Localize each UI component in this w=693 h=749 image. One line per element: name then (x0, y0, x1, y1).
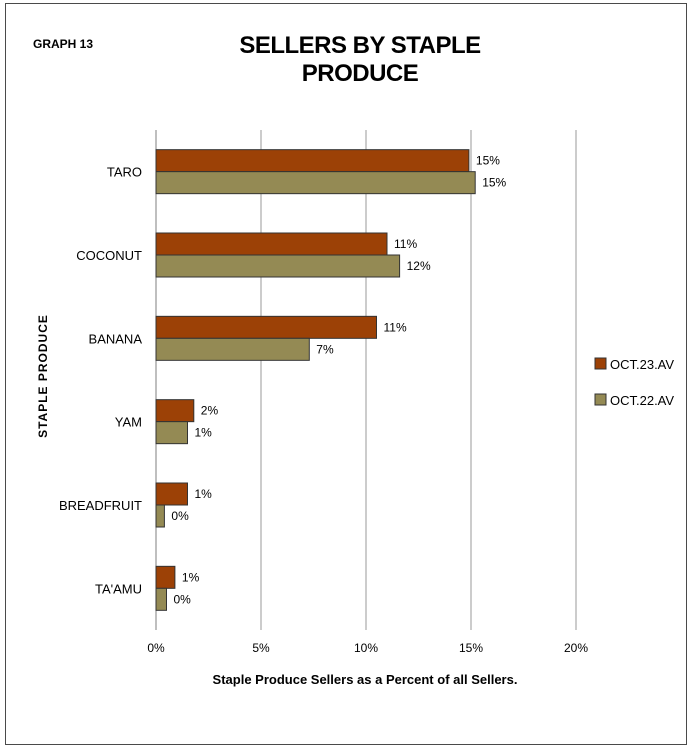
chart-frame (5, 3, 687, 745)
bar-value-label: 2% (201, 404, 219, 418)
category-label: BANANA (89, 331, 143, 346)
bar (155, 254, 401, 278)
bar (155, 337, 310, 361)
legend-swatch (594, 393, 607, 406)
graph-number: GRAPH 13 (33, 37, 94, 51)
bar (155, 149, 470, 173)
bar-value-label: 1% (182, 570, 200, 584)
legend: OCT.23.AV OCT.22.AV (594, 357, 674, 408)
bar-value-label: 7% (316, 342, 334, 356)
legend-label: OCT.22.AV (610, 393, 674, 408)
bar (155, 232, 388, 256)
category-label: TARO (107, 165, 142, 180)
x-tick-label: 15% (459, 641, 483, 655)
bar-value-label: 15% (482, 176, 506, 190)
category-label: YAM (115, 415, 142, 430)
x-tick-label: 20% (564, 641, 588, 655)
bar (155, 171, 476, 195)
chart-title: SELLERS BY STAPLE PRODUCE (239, 32, 481, 87)
x-tick-labels: 0% 5% 10% 15% 20% (147, 641, 588, 655)
bar-labels: 15% 15% 11% 12% 11% 7% 2% 1% 1% 0% 1% 0% (171, 154, 506, 607)
bar-value-label: 0% (174, 592, 192, 606)
bar (155, 421, 188, 445)
bar-value-label: 1% (195, 426, 213, 440)
category-label: BREADFRUIT (59, 498, 142, 513)
category-labels: TARO COCONUT BANANA YAM BREADFRUIT TA'AMU (59, 165, 142, 597)
y-axis-label: STAPLE PRODUCE (36, 314, 50, 438)
bar-value-label: 0% (171, 509, 189, 523)
bar-value-label: 15% (476, 154, 500, 168)
bar (155, 587, 167, 611)
legend-swatch (594, 357, 607, 370)
bars (155, 149, 476, 611)
bar-value-label: 11% (384, 320, 407, 334)
x-tick-label: 0% (147, 641, 165, 655)
x-tick-label: 5% (252, 641, 270, 655)
gridlines (155, 130, 577, 630)
x-axis-label: Staple Produce Sellers as a Percent of a… (213, 672, 518, 687)
category-label: TA'AMU (95, 581, 142, 596)
bar (155, 315, 377, 339)
bar-value-label: 11% (394, 237, 417, 251)
bar (155, 399, 195, 423)
bar-value-label: 1% (195, 487, 213, 501)
category-label: COCONUT (76, 248, 142, 263)
bar (155, 565, 176, 589)
legend-label: OCT.23.AV (610, 357, 674, 372)
bar (155, 504, 165, 528)
bar-value-label: 12% (407, 259, 431, 273)
bar (155, 482, 188, 506)
x-tick-label: 10% (354, 641, 378, 655)
